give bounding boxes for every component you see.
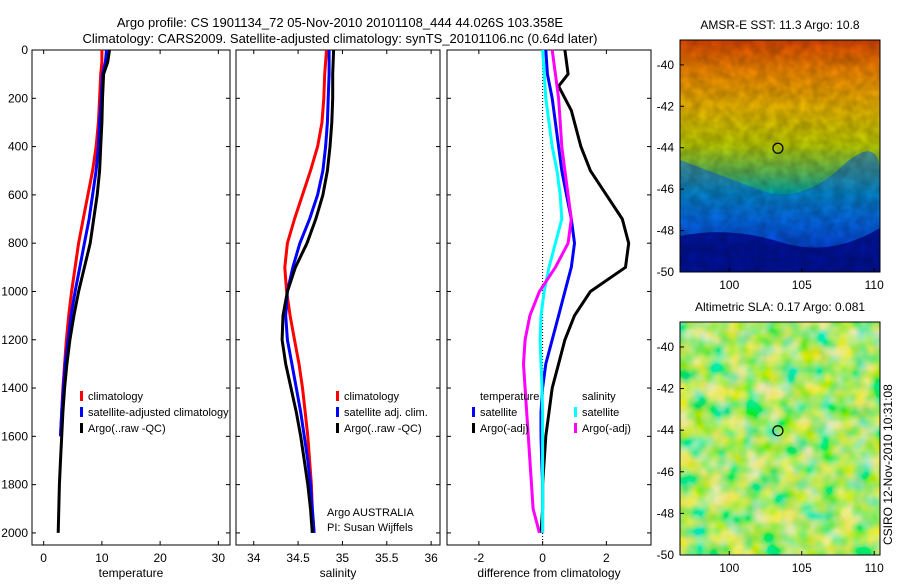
y-tick-label: 200 bbox=[8, 91, 28, 105]
x-axis-label: salinity bbox=[320, 566, 357, 580]
credit-line1: Argo AUSTRALIA bbox=[327, 507, 414, 519]
temperature-profile-panel: 0 200 400 600 800 1000 1200 1400 1600 1800 2000 0 10… bbox=[1, 43, 231, 580]
sla-map-panel: Altimetric SLA: 0.17 Argo: 0.081 -40 -42 -4… bbox=[657, 300, 884, 575]
x-tick-label: 34.5 bbox=[286, 551, 310, 565]
map-x-tick-label: 110 bbox=[865, 561, 884, 575]
x-tick-label: 35.5 bbox=[375, 551, 399, 565]
series-line bbox=[56, 49, 111, 533]
legend-label: Argo(-adj) bbox=[480, 423, 529, 435]
legend-label: Argo(..raw -QC) bbox=[344, 423, 422, 435]
map-y-tick-label: -42 bbox=[657, 99, 675, 113]
side-stamp: CSIRO 12-Nov-2010 10:31:08 bbox=[881, 384, 895, 545]
figure-title-line2: Climatology: CARS2009. Satellite-adjuste… bbox=[83, 31, 598, 46]
legend-swatch bbox=[80, 423, 83, 433]
x-tick-label: 34 bbox=[247, 551, 261, 565]
legend: temperature salinity satellite Argo(-adj) sa… bbox=[472, 391, 631, 435]
map-y-tick-label: -40 bbox=[657, 340, 675, 354]
map-y-tick-label: -50 bbox=[657, 548, 675, 562]
map-field bbox=[680, 40, 880, 272]
map-y-tick-label: -44 bbox=[657, 141, 675, 155]
salinity-profile-panel: 34 34.5 35 35.5 36 salinity climatology satelli… bbox=[235, 49, 441, 580]
x-axis-label: temperature bbox=[99, 566, 164, 580]
sla-field bbox=[680, 322, 880, 555]
legend-swatch bbox=[336, 407, 339, 417]
figure-title-line1: Argo profile: CS 1901134_72 05-Nov-2010 … bbox=[117, 15, 564, 30]
legend-label: satellite bbox=[480, 407, 517, 419]
legend-label: Argo(..raw -QC) bbox=[88, 423, 166, 435]
y-tick-label: 1800 bbox=[1, 478, 28, 492]
map-y-tick-label: -42 bbox=[657, 382, 675, 396]
map-y-tick-label: -46 bbox=[657, 465, 675, 479]
x-tick-label: 2 bbox=[603, 551, 610, 565]
y-tick-label: 800 bbox=[8, 236, 28, 250]
axes-frame bbox=[31, 49, 231, 546]
y-tick-label: 1000 bbox=[1, 284, 28, 298]
x-tick-label: -2 bbox=[474, 551, 485, 565]
legend-label: Argo(-adj) bbox=[582, 423, 631, 435]
y-tick-label: 600 bbox=[8, 188, 28, 202]
map-y-tick-label: -48 bbox=[657, 506, 675, 520]
map-y-tick-label: -50 bbox=[657, 265, 675, 279]
legend-label: satellite bbox=[582, 407, 619, 419]
x-tick-label: 35 bbox=[336, 551, 350, 565]
x-tick-label: 0 bbox=[539, 551, 546, 565]
y-tick-label: 2000 bbox=[1, 526, 28, 540]
legend: climatology satellite-adjusted climatolog… bbox=[80, 391, 229, 435]
legend-swatch bbox=[574, 423, 577, 433]
series-line bbox=[522, 49, 573, 534]
map-title: Altimetric SLA: 0.17 Argo: 0.081 bbox=[695, 300, 865, 314]
map-x-tick-label: 110 bbox=[865, 278, 884, 292]
map-field bbox=[680, 322, 880, 555]
map-y-tick-label: -48 bbox=[657, 224, 675, 238]
legend-label: climatology bbox=[344, 391, 400, 403]
map-frame bbox=[679, 39, 881, 273]
y-tick-label: 1600 bbox=[1, 429, 28, 443]
argo-position-marker bbox=[772, 142, 784, 154]
series-line bbox=[538, 49, 564, 533]
legend-label: climatology bbox=[88, 391, 144, 403]
legend-swatch bbox=[80, 407, 83, 417]
map-x-tick-label: 100 bbox=[719, 278, 739, 292]
sst-map-panel: AMSR-E SST: 11.3 Argo: 10.8 -40 -42 -44 -46 -… bbox=[657, 18, 884, 292]
legend-swatch bbox=[574, 407, 577, 417]
legend-label: satellite-adjusted climatology bbox=[88, 407, 229, 419]
legend-label: satellite adj. clim. bbox=[344, 407, 428, 419]
y-tick-label: 1400 bbox=[1, 381, 28, 395]
legend-header: salinity bbox=[582, 391, 616, 403]
y-tick-label: 0 bbox=[21, 43, 28, 57]
map-frame bbox=[679, 321, 881, 556]
series-line bbox=[280, 49, 336, 534]
y-tick-label: 1200 bbox=[1, 333, 28, 347]
x-tick-label: 0 bbox=[40, 551, 47, 565]
legend-swatch bbox=[472, 423, 475, 433]
map-y-tick-label: -44 bbox=[657, 423, 675, 437]
sst-texture bbox=[680, 40, 880, 272]
x-tick-label: 30 bbox=[212, 551, 226, 565]
legend-swatch bbox=[336, 423, 339, 433]
y-tick-label: 400 bbox=[8, 140, 28, 154]
legend-swatch bbox=[80, 391, 83, 401]
credit-line2: PI: Susan Wijffels bbox=[327, 522, 413, 534]
map-x-tick-label: 100 bbox=[719, 561, 739, 575]
legend-header: temperature bbox=[480, 391, 539, 403]
x-tick-label: 10 bbox=[95, 551, 109, 565]
series-line bbox=[539, 49, 631, 533]
x-axis-label: difference from climatology bbox=[477, 566, 620, 580]
map-x-tick-label: 105 bbox=[792, 278, 812, 292]
x-tick-label: 20 bbox=[153, 551, 167, 565]
map-y-tick-label: -46 bbox=[657, 182, 675, 196]
map-y-tick-label: -40 bbox=[657, 58, 675, 72]
x-tick-label: 36 bbox=[424, 551, 438, 565]
legend-swatch bbox=[336, 391, 339, 401]
argo-position-marker bbox=[772, 425, 784, 437]
map-title: AMSR-E SST: 11.3 Argo: 10.8 bbox=[700, 18, 860, 32]
map-x-tick-label: 105 bbox=[792, 561, 812, 575]
legend: climatology satellite adj. clim. Argo(..ra… bbox=[336, 391, 428, 435]
axes-frame bbox=[235, 49, 441, 546]
legend-swatch bbox=[472, 407, 475, 417]
